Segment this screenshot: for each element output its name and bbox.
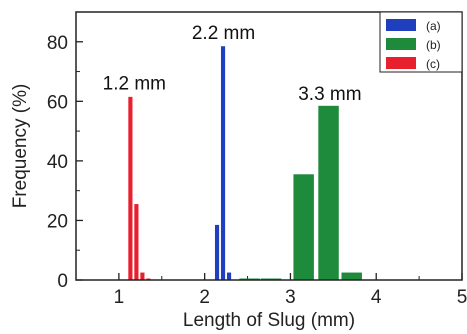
peak-annotation: 3.3 mm	[298, 84, 361, 105]
legend-label: (c)	[426, 57, 440, 71]
bar-c-1	[134, 204, 139, 280]
legend-label: (b)	[426, 38, 441, 52]
peak-annotation: 2.2 mm	[192, 23, 255, 44]
x-tick-label: 1	[114, 287, 125, 308]
bar-b-2	[293, 174, 314, 280]
x-tick-label: 2	[199, 287, 210, 308]
x-tick-label: 3	[285, 287, 296, 308]
x-axis-title: Length of Slug (mm)	[183, 310, 355, 331]
bars	[128, 46, 362, 280]
y-tick-label: 20	[47, 211, 68, 232]
bar-a-1	[220, 46, 226, 280]
tick-labels: 1 2 3 4 5 0 20 40 60 80	[47, 33, 467, 308]
bar-b-4	[341, 272, 362, 280]
plot-frame	[75, 11, 463, 281]
legend-label: (a)	[426, 19, 441, 33]
y-tick-label: 40	[47, 152, 68, 173]
legend-swatch	[386, 57, 416, 69]
y-tick-label: 80	[47, 33, 68, 54]
legend: (a) (b) (c)	[379, 11, 463, 73]
y-tick-label: 0	[57, 271, 68, 292]
bar-c-2	[140, 272, 145, 280]
bar-b-3	[318, 105, 339, 280]
x-tick-label: 5	[457, 287, 467, 308]
bar-a-0	[214, 224, 220, 280]
legend-swatch	[386, 38, 416, 50]
bar-c-0	[128, 96, 133, 280]
annotations: 1.2 mm 2.2 mm 3.3 mm	[103, 23, 362, 105]
y-axis-title: Frequency (%)	[10, 84, 31, 209]
bar-a-2	[226, 272, 232, 280]
legend-swatch	[386, 19, 416, 31]
peak-annotation: 1.2 mm	[103, 73, 166, 94]
x-tick-label: 4	[371, 287, 382, 308]
y-tick-label: 60	[47, 92, 68, 113]
